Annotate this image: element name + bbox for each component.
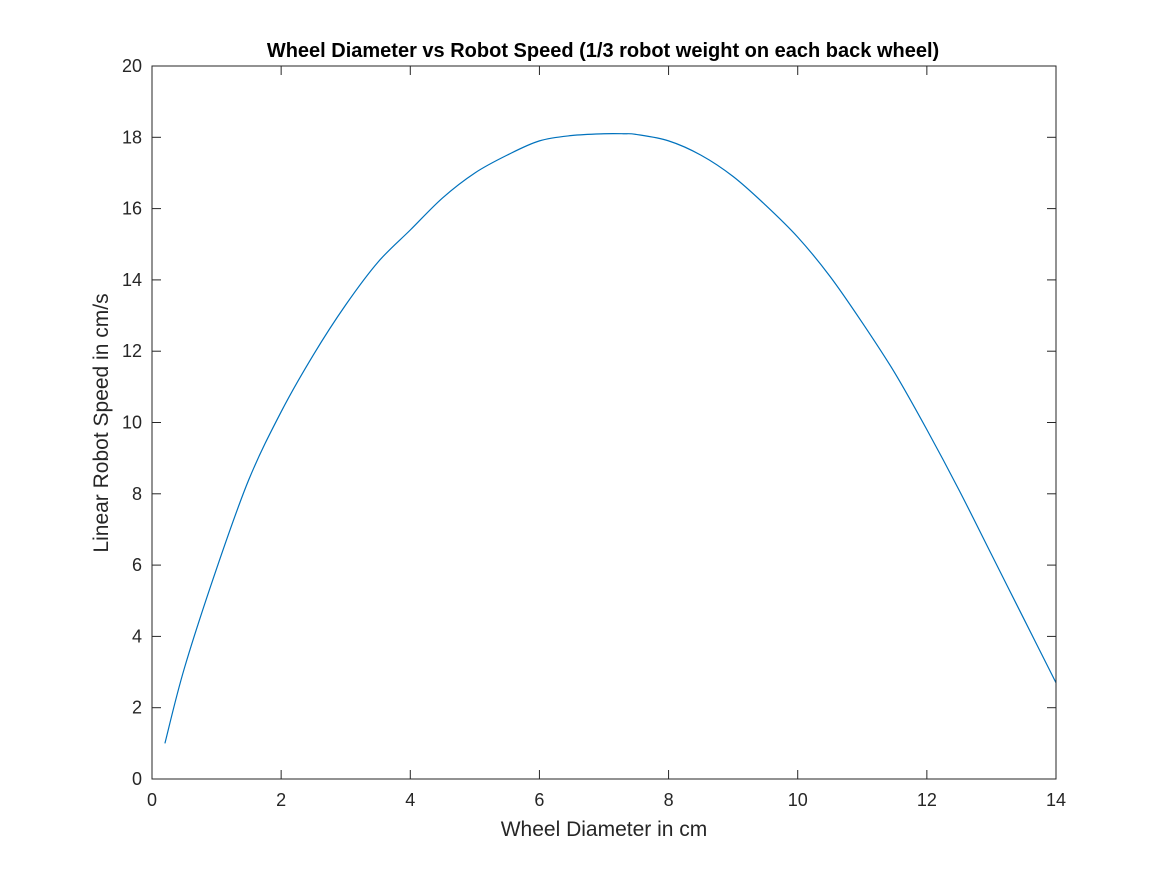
y-tick-label: 10 bbox=[122, 413, 142, 433]
x-tick-label: 0 bbox=[147, 790, 157, 810]
x-tick-label: 8 bbox=[664, 790, 674, 810]
y-tick-label: 6 bbox=[132, 555, 142, 575]
x-tick-label: 4 bbox=[405, 790, 415, 810]
y-tick-labels: 0 2 4 6 8 10 12 14 16 18 20 bbox=[122, 56, 142, 789]
plot-frame bbox=[151, 65, 1057, 780]
x-tick-label: 10 bbox=[788, 790, 808, 810]
y-tick-label: 0 bbox=[132, 769, 142, 789]
y-tick-label: 8 bbox=[132, 484, 142, 504]
x-tick-label: 14 bbox=[1046, 790, 1066, 810]
x-tick-label: 12 bbox=[917, 790, 937, 810]
y-tick-label: 16 bbox=[122, 199, 142, 219]
x-tick-label: 2 bbox=[276, 790, 286, 810]
x-tick-labels: 0 2 4 6 8 10 12 14 bbox=[147, 790, 1066, 810]
x-axis-title: Wheel Diameter in cm bbox=[501, 818, 708, 841]
y-tick-label: 18 bbox=[122, 127, 142, 147]
y-tick-label: 12 bbox=[122, 341, 142, 361]
x-tick-label: 6 bbox=[534, 790, 544, 810]
series-line bbox=[164, 132, 1057, 744]
y-tick-label: 20 bbox=[122, 56, 142, 76]
chart-title: Wheel Diameter vs Robot Speed (1/3 robot… bbox=[267, 40, 939, 62]
y-axis-title: Linear Robot Speed in cm/s bbox=[90, 293, 113, 552]
y-tick-label: 2 bbox=[132, 698, 142, 718]
y-tick-label: 14 bbox=[122, 270, 142, 290]
y-tick-label: 4 bbox=[132, 626, 142, 646]
plot-area bbox=[152, 66, 1056, 779]
